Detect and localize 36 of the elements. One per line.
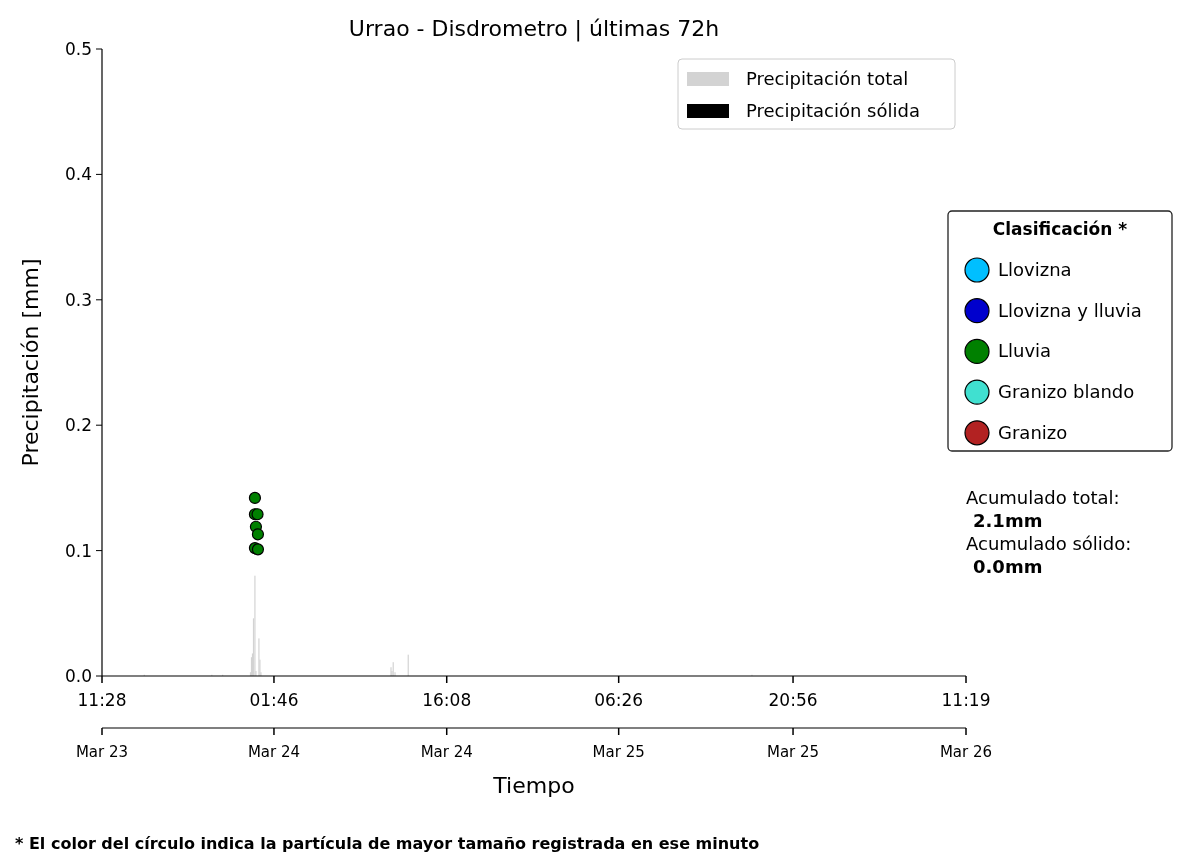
legend-label: Lluvia [998,340,1052,362]
y-tick-label: 0.0 [64,666,92,686]
annotation: Acumulado sólido: [966,533,1132,554]
legend-title: Clasificación * [992,219,1128,239]
y-tick-label: 0.2 [64,415,92,436]
legend-label: Llovizna [998,259,1072,280]
x-tick-label: 11:19 [941,690,991,710]
y-axis-title: Precipitación [mm] [18,258,43,467]
chart-title: Urrao - Disdrometro | últimas 72h [348,16,720,42]
x-tick-label: 20:56 [768,690,818,710]
x2-tick-label: Mar 26 [939,743,993,761]
x2-tick-label: Mar 25 [766,743,820,761]
legend-label: Llovizna y lluvia [998,299,1142,321]
x-tick-label: 11:28 [77,690,127,710]
x2-tick-label: Mar 24 [420,743,473,761]
x2-tick-label: Mar 25 [592,743,645,761]
text: * El color del círculo indica la partícula de mayor tamaño registrada en ese minuto [15,834,760,853]
y-tick-label: 0.4 [64,164,92,185]
x-tick-label: 16:08 [422,690,472,710]
legend-label: Precipitación total [746,68,909,89]
y-tick-label: 0.5 [64,39,92,59]
legend-label: Precipitación sólida [746,100,920,121]
legend-label: Granizo blando [998,381,1135,403]
x-tick-label: 06:26 [594,690,644,710]
point [251,528,265,541]
y-tick-label: 0.1 [64,540,92,561]
x-tick-label: 01:46 [249,690,299,710]
point [248,491,262,505]
text: 2.1mm [973,510,1043,531]
annotation: Acumulado total: [966,487,1120,508]
x2-tick-label: Mar 23 [75,743,129,761]
text: 0.0mm [973,556,1043,577]
y-tick-label: 0.3 [64,289,92,310]
x-axis-title: Tiempo [492,773,575,798]
legend-label: Granizo [998,421,1068,443]
x2-tick-label: Mar 24 [247,743,301,761]
